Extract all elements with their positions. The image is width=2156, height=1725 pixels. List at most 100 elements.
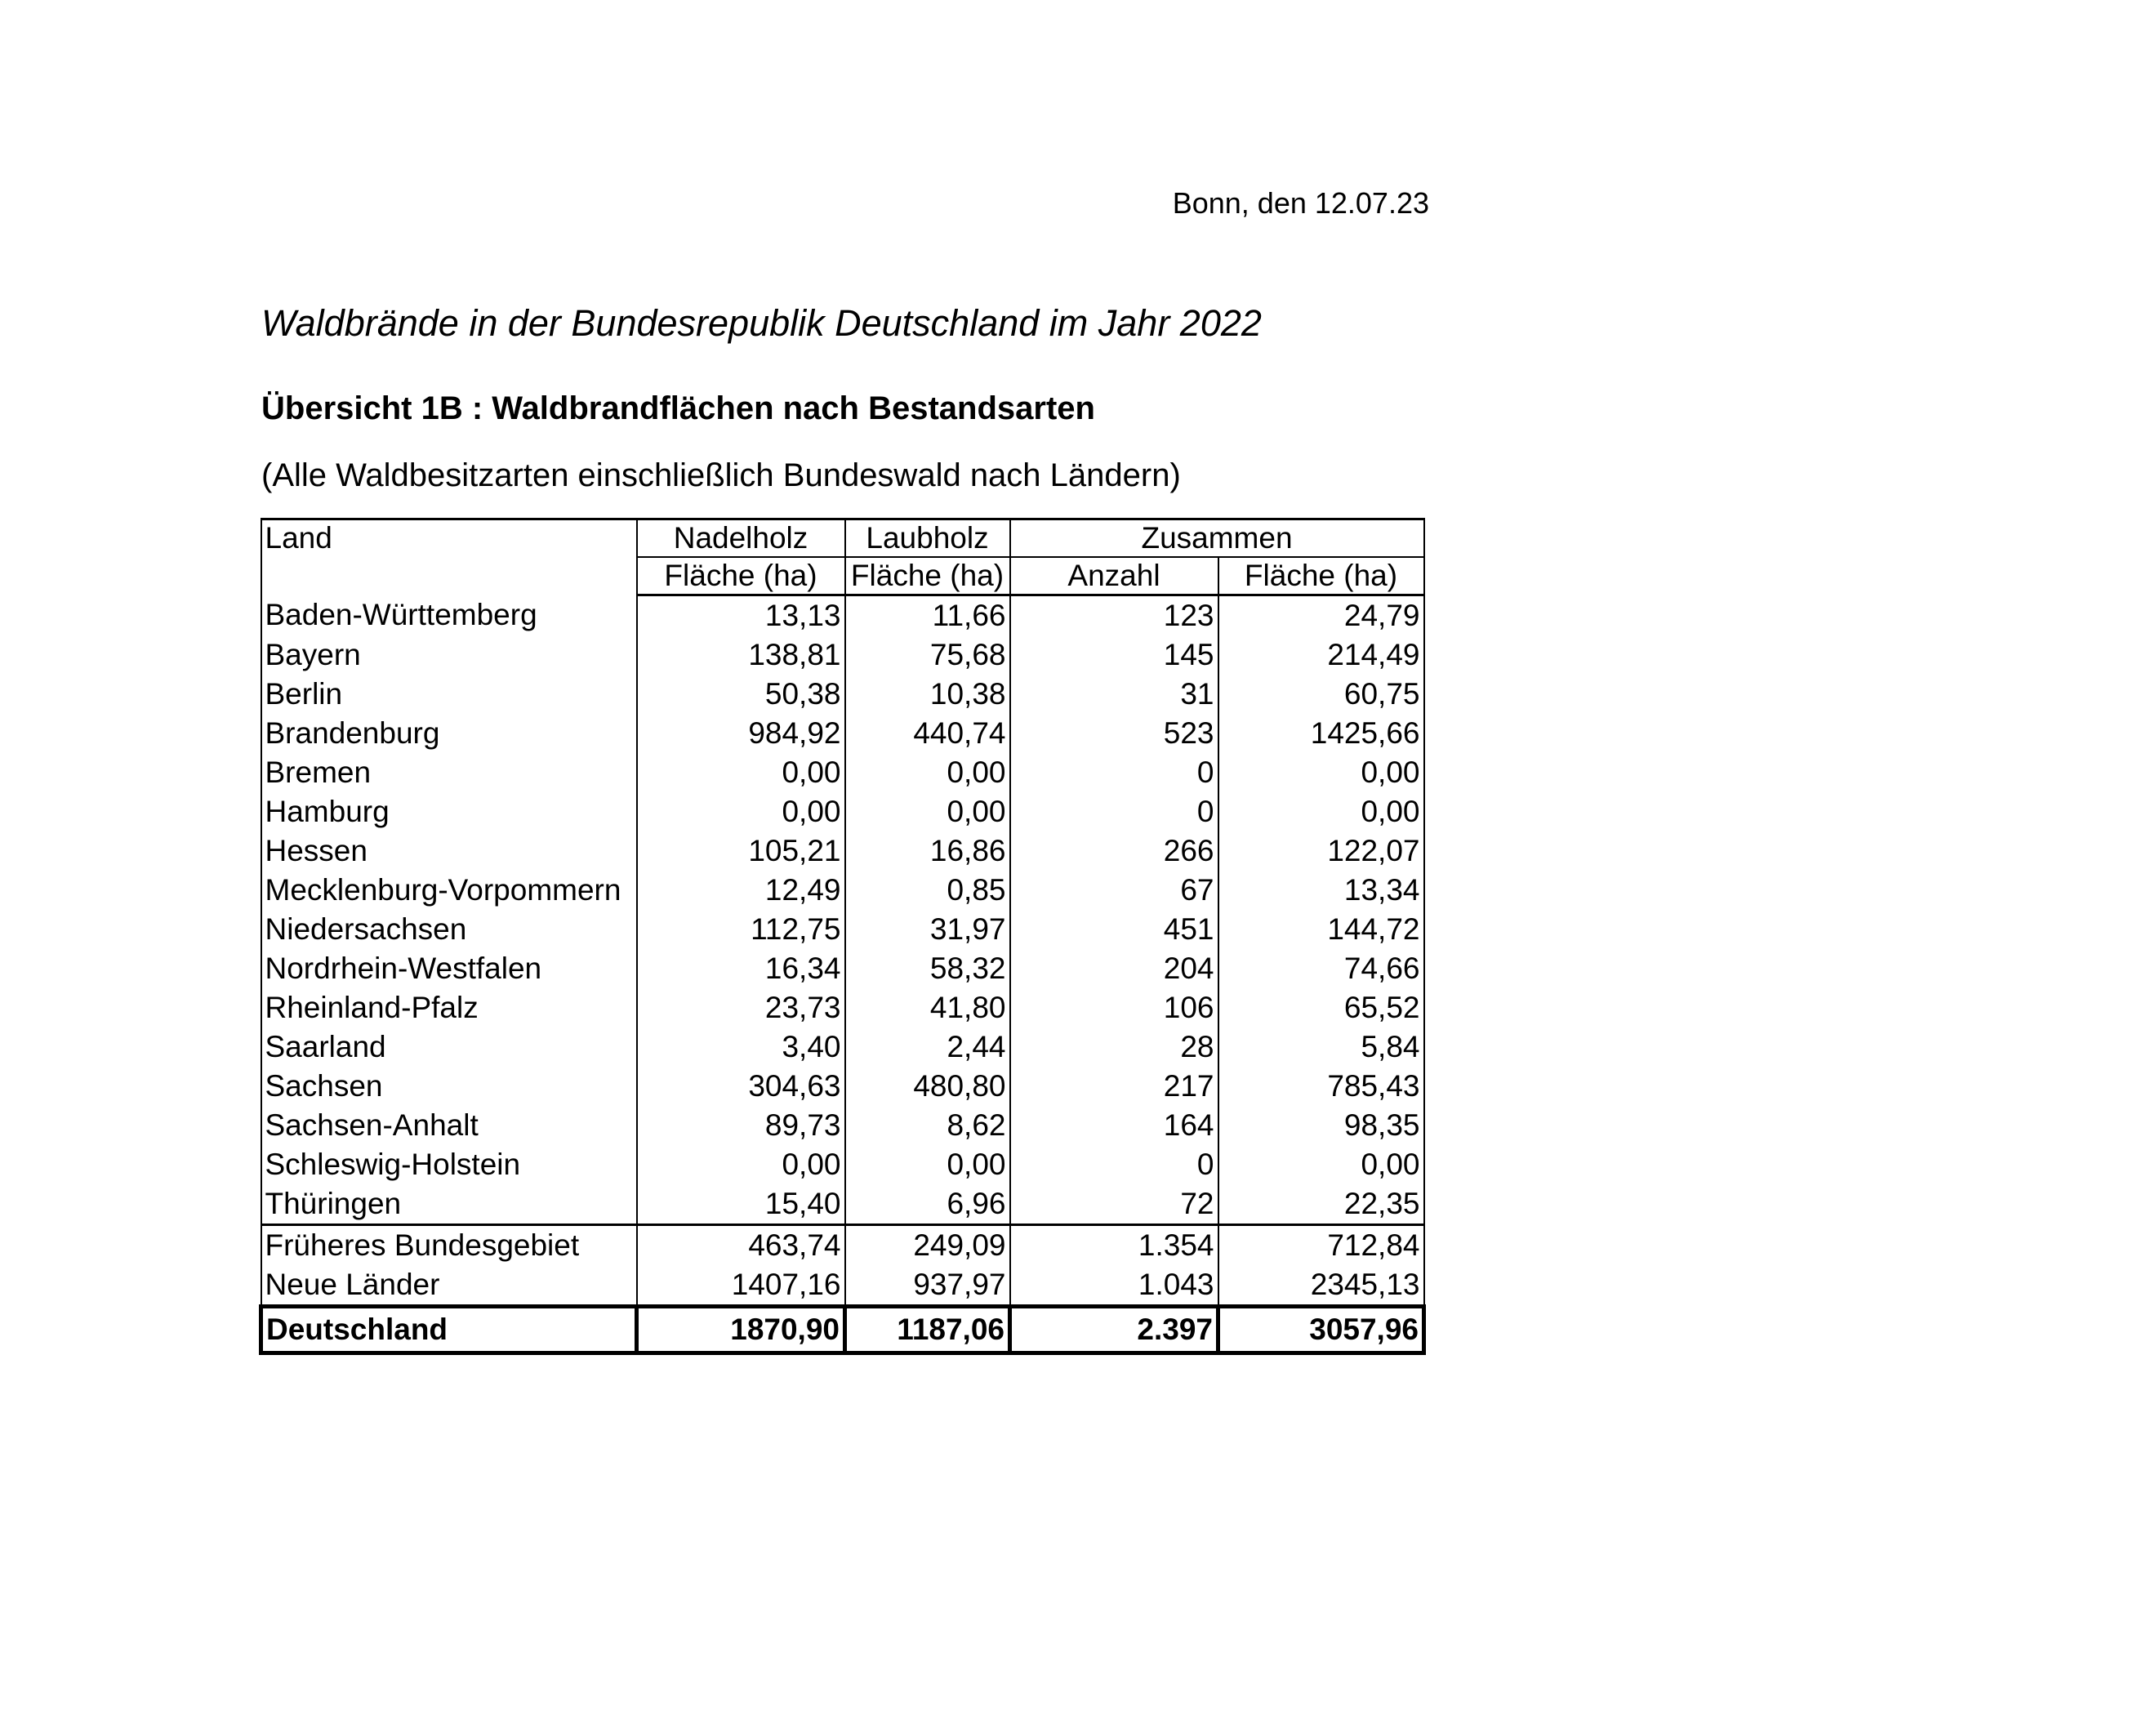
cell-land: Nordrhein-Westfalen	[260, 949, 638, 988]
table-row: Hamburg 0,00 0,00 0 0,00	[260, 792, 1425, 831]
table-row: Saarland 3,40 2,44 28 5,84	[260, 1027, 1425, 1067]
cell-flaeche: 60,75	[1218, 675, 1425, 714]
cell-laub: 31,97	[844, 910, 1011, 949]
table-row: Bremen 0,00 0,00 0 0,00	[260, 753, 1425, 792]
cell-land: Deutschland	[259, 1304, 639, 1355]
cell-nadel: 1407,16	[636, 1265, 846, 1308]
cell-nadel: 463,74	[636, 1224, 846, 1265]
table-row: Brandenburg 984,92 440,74 523 1425,66	[260, 714, 1425, 753]
cell-nadel: 138,81	[636, 635, 846, 675]
cell-nadel: 0,00	[636, 792, 846, 831]
table-row: Hessen 105,21 16,86 266 122,07	[260, 831, 1425, 871]
cell-anzahl: 164	[1009, 1106, 1219, 1145]
cell-flaeche: 712,84	[1218, 1224, 1425, 1265]
cell-anzahl: 204	[1009, 949, 1219, 988]
header-land: Land	[260, 518, 638, 595]
header-flaeche-nadel: Fläche (ha)	[636, 556, 846, 596]
cell-laub: 937,97	[844, 1265, 1011, 1308]
cell-nadel: 304,63	[636, 1067, 846, 1106]
cell-nadel: 1870,90	[635, 1304, 847, 1355]
cell-flaeche: 65,52	[1218, 988, 1425, 1027]
cell-nadel: 105,21	[636, 831, 846, 871]
cell-land: Brandenburg	[260, 714, 638, 753]
cell-land: Thüringen	[260, 1184, 638, 1225]
cell-anzahl: 0	[1009, 1145, 1219, 1184]
cell-flaeche: 785,43	[1218, 1067, 1425, 1106]
cell-nadel: 15,40	[636, 1184, 846, 1225]
cell-laub: 0,00	[844, 1145, 1011, 1184]
cell-land: Mecklenburg-Vorpommern	[260, 871, 638, 910]
header-anzahl: Anzahl	[1009, 556, 1219, 596]
cell-nadel: 12,49	[636, 871, 846, 910]
cell-flaeche: 0,00	[1218, 792, 1425, 831]
cell-flaeche: 2345,13	[1218, 1265, 1425, 1308]
cell-laub: 10,38	[844, 675, 1011, 714]
cell-anzahl: 31	[1009, 675, 1219, 714]
cell-laub: 0,00	[844, 792, 1011, 831]
cell-nadel: 0,00	[636, 753, 846, 792]
cell-laub: 2,44	[844, 1027, 1011, 1067]
cell-laub: 440,74	[844, 714, 1011, 753]
table-row: Mecklenburg-Vorpommern 12,49 0,85 67 13,34	[260, 871, 1425, 910]
cell-flaeche: 3057,96	[1216, 1304, 1426, 1355]
table-row: Berlin 50,38 10,38 31 60,75	[260, 675, 1425, 714]
cell-anzahl: 1.043	[1009, 1265, 1219, 1308]
cell-nadel: 112,75	[636, 910, 846, 949]
header-zusammen: Zusammen	[1009, 518, 1425, 557]
cell-anzahl: 123	[1009, 595, 1219, 635]
cell-laub: 75,68	[844, 635, 1011, 675]
cell-land: Berlin	[260, 675, 638, 714]
cell-anzahl: 0	[1009, 753, 1219, 792]
cell-flaeche: 122,07	[1218, 831, 1425, 871]
cell-land: Bayern	[260, 635, 638, 675]
cell-anzahl: 2.397	[1008, 1304, 1220, 1355]
cell-flaeche: 5,84	[1218, 1027, 1425, 1067]
cell-flaeche: 13,34	[1218, 871, 1425, 910]
cell-anzahl: 145	[1009, 635, 1219, 675]
cell-flaeche: 214,49	[1218, 635, 1425, 675]
date-line: Bonn, den 12.07.23	[1172, 186, 1429, 220]
cell-land: Sachsen	[260, 1067, 638, 1106]
header-row-2: Fläche (ha) Fläche (ha) Anzahl Fläche (h…	[261, 556, 1425, 596]
subtotal-row: Neue Länder 1407,16 937,97 1.043 2345,13	[260, 1265, 1425, 1308]
cell-flaeche: 0,00	[1218, 753, 1425, 792]
cell-nadel: 0,00	[636, 1145, 846, 1184]
cell-land: Früheres Bundesgebiet	[260, 1224, 638, 1265]
table-row: Baden-Württemberg 13,13 11,66 123 24,79	[260, 595, 1425, 635]
header-nadelholz: Nadelholz	[636, 518, 846, 557]
cell-land: Sachsen-Anhalt	[260, 1106, 638, 1145]
table-row: Rheinland-Pfalz 23,73 41,80 106 65,52	[260, 988, 1425, 1027]
cell-laub: 249,09	[844, 1224, 1011, 1265]
cell-flaeche: 0,00	[1218, 1145, 1425, 1184]
header-row-1: Land Nadelholz Laubholz Zusammen	[260, 518, 1425, 595]
header-flaeche-zus: Fläche (ha)	[1218, 556, 1425, 596]
subtotal-row: Früheres Bundesgebiet 463,74 249,09 1.354 71…	[260, 1224, 1425, 1265]
forest-fire-table: Land Nadelholz Laubholz Zusammen Fläche …	[259, 518, 1426, 1355]
table-row: Schleswig-Holstein 0,00 0,00 0 0,00	[260, 1145, 1425, 1184]
cell-land: Schleswig-Holstein	[260, 1145, 638, 1184]
cell-nadel: 16,34	[636, 949, 846, 988]
cell-laub: 6,96	[844, 1184, 1011, 1225]
cell-laub: 480,80	[844, 1067, 1011, 1106]
cell-land: Niedersachsen	[260, 910, 638, 949]
scope-note: (Alle Waldbesitzarten einschließlich Bun…	[261, 457, 1181, 493]
cell-flaeche: 22,35	[1218, 1184, 1425, 1225]
cell-land: Baden-Württemberg	[260, 595, 638, 635]
header-laubholz: Laubholz	[844, 518, 1011, 557]
cell-anzahl: 217	[1009, 1067, 1219, 1106]
cell-anzahl: 451	[1009, 910, 1219, 949]
cell-nadel: 3,40	[636, 1027, 846, 1067]
cell-nadel: 50,38	[636, 675, 846, 714]
total-row: Deutschland 1870,90 1187,06 2.397 3057,96	[259, 1304, 1426, 1355]
table-row: Bayern 138,81 75,68 145 214,49	[260, 635, 1425, 675]
cell-laub: 58,32	[844, 949, 1011, 988]
cell-land: Bremen	[260, 753, 638, 792]
table-row: Nordrhein-Westfalen 16,34 58,32 204 74,66	[260, 949, 1425, 988]
cell-land: Hessen	[260, 831, 638, 871]
cell-anzahl: 1.354	[1009, 1224, 1219, 1265]
cell-laub: 0,85	[844, 871, 1011, 910]
cell-nadel: 23,73	[636, 988, 846, 1027]
cell-anzahl: 523	[1009, 714, 1219, 753]
page-subtitle: Übersicht 1B : Waldbrandflächen nach Bes…	[261, 390, 1095, 426]
cell-flaeche: 1425,66	[1218, 714, 1425, 753]
